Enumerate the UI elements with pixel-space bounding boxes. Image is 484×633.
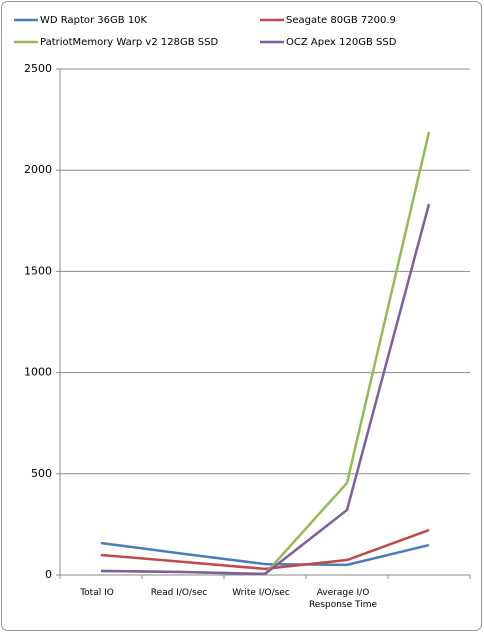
x-tick-label: Read I/O/sec	[150, 588, 208, 598]
series-line	[100, 528, 430, 571]
series-line	[100, 203, 431, 576]
y-tick-label: 1000	[24, 366, 52, 379]
legend-label: WD Raptor 36GB 10K	[40, 15, 148, 26]
x-tick-label: Total IO	[80, 588, 114, 598]
x-tick-label: Average I/O Response Time	[308, 588, 378, 610]
series-line	[100, 541, 430, 567]
y-tick-label: 2000	[24, 163, 52, 176]
legend-label: PatriotMemory Warp v2 128GB SSD	[40, 37, 218, 48]
y-tick-label: 0	[45, 568, 52, 581]
y-tick-label: 1500	[24, 264, 52, 277]
y-tick-label: 500	[31, 467, 52, 480]
legend-label: OCZ Apex 120GB SSD	[286, 37, 397, 48]
x-tick-label: Write I/O/sec	[232, 588, 290, 598]
y-tick-label: 2500	[24, 62, 52, 75]
legend-label: Seagate 80GB 7200.9	[286, 15, 396, 26]
